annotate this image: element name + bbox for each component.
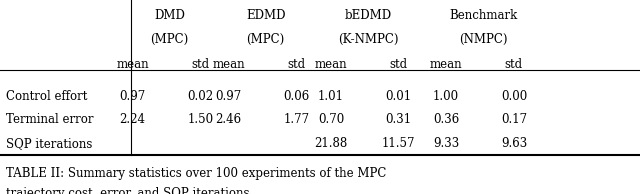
Text: 0.97: 0.97 [119, 90, 146, 103]
Text: TABLE II: Summary statistics over 100 experiments of the MPC: TABLE II: Summary statistics over 100 ex… [6, 167, 387, 180]
Text: 0.01: 0.01 [386, 90, 412, 103]
Text: 1.01: 1.01 [318, 90, 344, 103]
Text: mean: mean [315, 58, 347, 71]
Text: bEDMD: bEDMD [344, 9, 392, 22]
Text: Terminal error: Terminal error [6, 113, 94, 126]
Text: 1.77: 1.77 [284, 113, 309, 126]
Text: 0.31: 0.31 [386, 113, 412, 126]
Text: (NMPC): (NMPC) [459, 33, 508, 46]
Text: std: std [287, 58, 305, 71]
Text: EDMD: EDMD [246, 9, 285, 22]
Text: 21.88: 21.88 [314, 137, 348, 150]
Text: SQP iterations: SQP iterations [6, 137, 93, 150]
Text: DMD: DMD [154, 9, 185, 22]
Text: mean: mean [430, 58, 462, 71]
Text: 0.70: 0.70 [317, 113, 344, 126]
Text: 11.57: 11.57 [382, 137, 415, 150]
Text: 9.63: 9.63 [500, 137, 527, 150]
Text: 0.02: 0.02 [188, 90, 213, 103]
Text: Benchmark: Benchmark [449, 9, 517, 22]
Text: std: std [505, 58, 523, 71]
Text: 9.33: 9.33 [433, 137, 460, 150]
Text: std: std [390, 58, 408, 71]
Text: 0.36: 0.36 [433, 113, 460, 126]
Text: 2.24: 2.24 [120, 113, 145, 126]
Text: (K-NMPC): (K-NMPC) [338, 33, 398, 46]
Text: mean: mean [212, 58, 244, 71]
Text: 0.17: 0.17 [501, 113, 527, 126]
Text: 0.97: 0.97 [215, 90, 242, 103]
Text: 1.50: 1.50 [188, 113, 213, 126]
Text: 0.06: 0.06 [283, 90, 310, 103]
Text: Control effort: Control effort [6, 90, 88, 103]
Text: mean: mean [116, 58, 148, 71]
Text: (MPC): (MPC) [246, 33, 285, 46]
Text: 0.00: 0.00 [500, 90, 527, 103]
Text: trajectory cost, error, and SQP iterations.: trajectory cost, error, and SQP iteratio… [6, 187, 253, 194]
Text: 1.00: 1.00 [433, 90, 459, 103]
Text: 2.46: 2.46 [216, 113, 241, 126]
Text: std: std [191, 58, 209, 71]
Text: (MPC): (MPC) [150, 33, 189, 46]
